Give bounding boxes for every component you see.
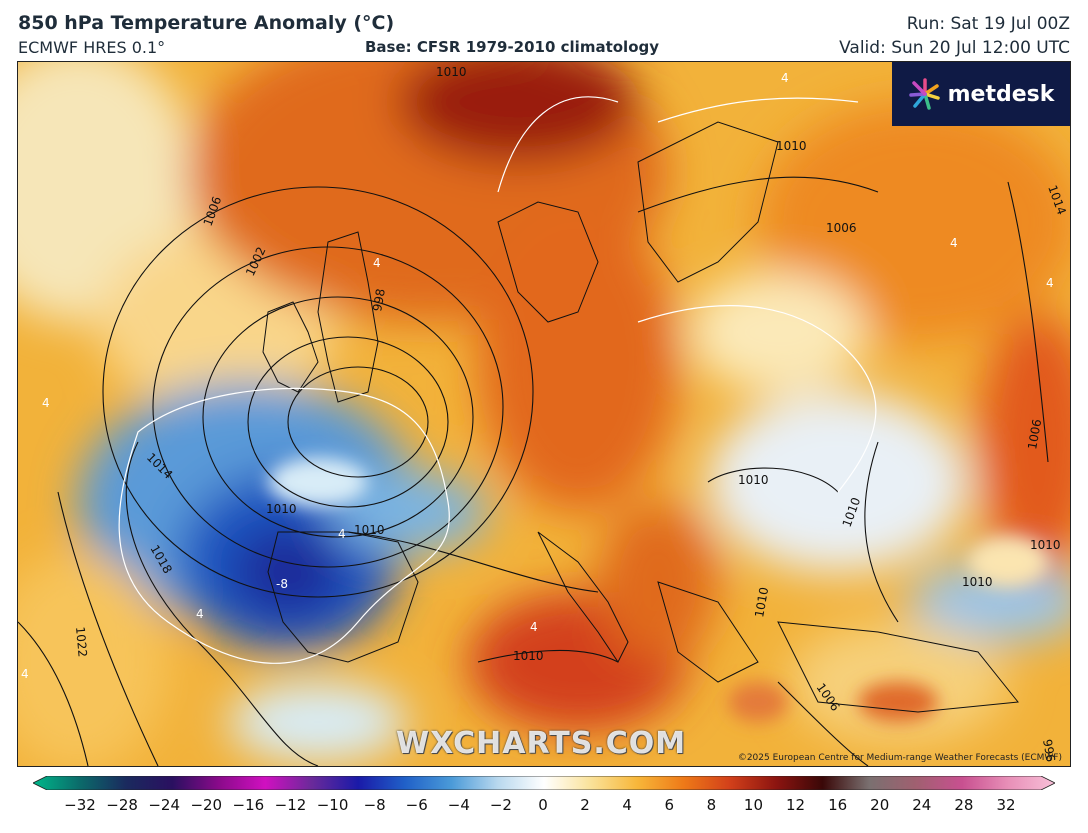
colorbar-tick-label: 28 xyxy=(954,796,974,814)
colorbar-tick-label: −8 xyxy=(363,796,386,814)
chart-title: 850 hPa Temperature Anomaly (°C) xyxy=(18,12,395,34)
colorbar-tick-label: 32 xyxy=(996,796,1016,814)
colorbar-tick-label: −2 xyxy=(489,796,512,814)
isobar-label: 1010 xyxy=(776,139,807,153)
anomaly-label: -8 xyxy=(276,577,288,591)
isobar-label: 998 xyxy=(370,288,388,313)
colorbar-tick-label: 2 xyxy=(580,796,590,814)
run-time-label: Run: Sat 19 Jul 00Z xyxy=(906,14,1070,34)
anomaly-contours xyxy=(118,96,877,664)
metdesk-logo: metdesk xyxy=(892,62,1070,126)
isobar-label: 1022 xyxy=(73,626,90,658)
anomaly-label: 4 xyxy=(196,607,204,621)
anomaly-label: 4 xyxy=(950,236,958,250)
anomaly-map[interactable]: 1010 1010 1006 1006 1002 998 1014 1010 1… xyxy=(17,61,1071,767)
isobar-label: 1006 xyxy=(1025,418,1044,451)
isobar-label: 1010 xyxy=(513,649,544,663)
isobar-label: 1010 xyxy=(752,586,771,619)
colorbar-tick-label: 6 xyxy=(664,796,675,814)
colorbar-tick-label: −6 xyxy=(405,796,428,814)
isobar-label: 1010 xyxy=(962,575,993,589)
colorbar-tick-label: −12 xyxy=(274,796,307,814)
isobar-label: 996 xyxy=(1040,738,1058,763)
colorbar-tick-label: 24 xyxy=(912,796,932,814)
colorbar xyxy=(33,776,1055,790)
isobar-label: 1010 xyxy=(266,502,297,516)
colorbar-tick-label: 10 xyxy=(743,796,763,814)
climatology-base-label: Base: CFSR 1979-2010 climatology xyxy=(365,38,660,56)
colorbar-tick-label: 16 xyxy=(828,796,848,814)
metdesk-logo-text: metdesk xyxy=(947,81,1055,107)
isobar-label: 1010 xyxy=(1030,538,1061,552)
anomaly-label: 4 xyxy=(338,527,346,541)
model-label: ECMWF HRES 0.1° xyxy=(18,38,166,57)
colorbar-tick-label: 12 xyxy=(785,796,806,814)
anomaly-label-layer: 4 4 4 4 4 -8 4 4 4 4 xyxy=(21,71,1054,681)
colorbar-tick-label: −4 xyxy=(447,796,470,814)
colorbar-tick-label: −20 xyxy=(190,796,223,814)
isobar-label: 1010 xyxy=(354,523,385,537)
anomaly-label: 4 xyxy=(530,620,538,634)
colorbar-tick-label: −28 xyxy=(106,796,138,814)
coastlines xyxy=(262,121,1019,713)
colorbar-tick-label: −32 xyxy=(64,796,96,814)
colorbar-tick-label: 4 xyxy=(622,796,632,814)
valid-time-label: Valid: Sun 20 Jul 12:00 UTC xyxy=(839,38,1070,58)
colorbar-tick-label: 20 xyxy=(870,796,890,814)
isobar-lines xyxy=(18,176,1049,766)
colorbar-tick-label: 0 xyxy=(538,796,548,814)
anomaly-label: 4 xyxy=(781,71,789,85)
anomaly-label: 4 xyxy=(42,396,50,410)
map-canvas: 1010 1010 1006 1006 1002 998 1014 1010 1… xyxy=(18,62,1070,766)
wxcharts-watermark: WXCHARTS.COM xyxy=(396,726,687,761)
colorbar-tick-label: −16 xyxy=(232,796,265,814)
colorbar-ticks: −32 −28 −24 −20 −16 −12 −10 −8 −6 −4 −2 0 2 4 6 8 10 12 16… xyxy=(0,796,1088,820)
anomaly-label: 4 xyxy=(373,256,381,270)
metdesk-flower-icon xyxy=(908,78,940,110)
anomaly-label: 4 xyxy=(21,667,29,681)
colorbar-tick-label: 8 xyxy=(706,796,717,814)
colorbar-tick-label: −10 xyxy=(316,796,349,814)
anomaly-field xyxy=(18,62,1070,766)
isobar-label: 1006 xyxy=(826,221,857,235)
isobar-label: 1010 xyxy=(738,473,769,487)
anomaly-label: 4 xyxy=(1046,276,1054,290)
colorbar-tick-label: −24 xyxy=(148,796,180,814)
colorbar-scale xyxy=(33,776,1055,790)
isobar-label: 1010 xyxy=(436,65,467,79)
ecmwf-credit: ©2025 European Centre for Medium-range W… xyxy=(737,753,1062,763)
